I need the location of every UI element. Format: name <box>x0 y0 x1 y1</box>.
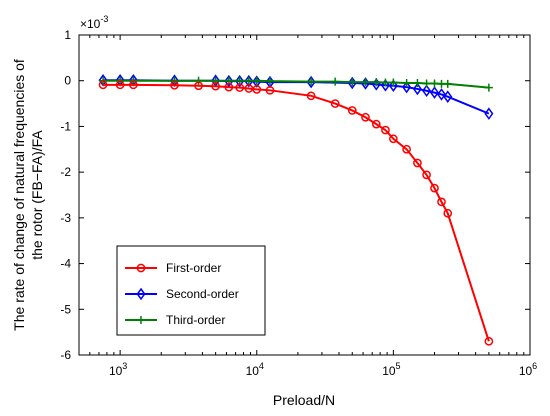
data-point <box>422 79 431 88</box>
data-point <box>381 78 390 87</box>
data-point <box>402 79 411 87</box>
plot-frame <box>78 34 531 356</box>
y-tick-label: -1 <box>60 119 71 133</box>
data-point <box>331 77 340 86</box>
series-3 <box>99 76 493 92</box>
data-point <box>306 91 316 101</box>
data-point <box>430 183 439 193</box>
legend-swatch-marker <box>137 316 145 324</box>
y-axis-label-line-2: the rotor (FB−FA)/FA <box>29 130 45 260</box>
y-multiplier-exp: -3 <box>100 14 108 24</box>
data-point <box>330 99 340 108</box>
y-tick-label: -6 <box>60 348 71 362</box>
x-tick-label: 104 <box>246 361 264 378</box>
series-layer <box>98 73 494 346</box>
data-point <box>402 144 411 154</box>
data-point <box>389 78 398 87</box>
y-tick-label: 0 <box>64 74 71 88</box>
data-point <box>98 73 108 87</box>
data-point <box>211 76 220 85</box>
x-tick-label: 106 <box>519 361 537 378</box>
data-point <box>412 82 422 96</box>
data-point <box>443 90 453 103</box>
legend-label: Third-order <box>166 313 225 327</box>
data-point <box>194 81 203 91</box>
legend-entry-2: Second-order <box>125 287 239 301</box>
data-point <box>235 83 245 92</box>
data-point <box>388 79 398 93</box>
data-point <box>371 119 381 129</box>
data-point <box>413 79 422 87</box>
data-point <box>252 85 262 94</box>
tick-layer: 1 0 -1 -2 -3 -4 -5 -6 103 104 105 106 <box>60 28 537 378</box>
data-point <box>484 83 493 92</box>
data-point <box>381 125 390 135</box>
data-point <box>430 79 439 88</box>
data-point <box>244 84 254 93</box>
data-point <box>361 78 370 87</box>
data-point <box>244 76 253 85</box>
legend: First-order Second-order Third-order <box>116 245 266 336</box>
data-point <box>252 76 261 85</box>
y-axis-label-line-1: The rate of change of natural frequencie… <box>11 59 27 331</box>
data-point <box>129 80 138 90</box>
data-point <box>194 76 203 85</box>
y-multiplier: ×10-3 <box>80 14 108 31</box>
legend-entry-3: Third-order <box>125 313 225 327</box>
data-point <box>265 85 275 95</box>
data-point <box>443 208 453 218</box>
y-tick-label: 1 <box>64 28 71 42</box>
data-point <box>211 81 220 91</box>
data-point <box>265 77 274 86</box>
data-point <box>115 80 125 90</box>
data-point <box>443 79 452 88</box>
data-point <box>484 336 494 346</box>
data-point <box>235 74 245 88</box>
data-point <box>348 78 357 87</box>
data-point <box>402 80 412 94</box>
legend-swatch-marker <box>136 287 146 301</box>
data-point <box>437 197 446 207</box>
legend-label: First-order <box>166 261 221 275</box>
data-point <box>422 84 432 98</box>
data-point <box>224 82 234 92</box>
data-point <box>372 78 381 87</box>
series-line <box>103 83 490 342</box>
data-point <box>484 107 494 120</box>
data-point <box>436 88 447 101</box>
y-axis-label: The rate of change of natural frequencie… <box>11 59 45 331</box>
y-multiplier-base: ×10 <box>80 17 101 31</box>
x-axis-label: Preload/N <box>273 392 335 408</box>
data-point <box>244 74 254 88</box>
data-point <box>422 170 431 180</box>
legend-swatch-marker <box>136 263 146 273</box>
y-tick-label: -5 <box>60 302 71 316</box>
x-tick-label: 103 <box>109 361 127 378</box>
data-point <box>429 86 440 99</box>
x-tick-label: 105 <box>382 361 400 378</box>
data-point <box>307 77 316 86</box>
y-tick-label: -4 <box>60 257 71 271</box>
data-point <box>347 106 357 115</box>
data-point <box>170 80 179 90</box>
data-point <box>306 75 316 89</box>
series-1 <box>98 80 494 346</box>
legend-label: Second-order <box>166 287 239 301</box>
legend-entry-1: First-order <box>125 261 221 275</box>
data-point <box>389 134 398 144</box>
data-point <box>361 112 370 122</box>
data-point <box>413 158 422 168</box>
y-tick-label: -2 <box>60 165 71 179</box>
data-point <box>170 76 179 85</box>
y-tick-label: -3 <box>60 211 71 225</box>
data-point <box>98 80 108 90</box>
data-point <box>380 79 390 92</box>
